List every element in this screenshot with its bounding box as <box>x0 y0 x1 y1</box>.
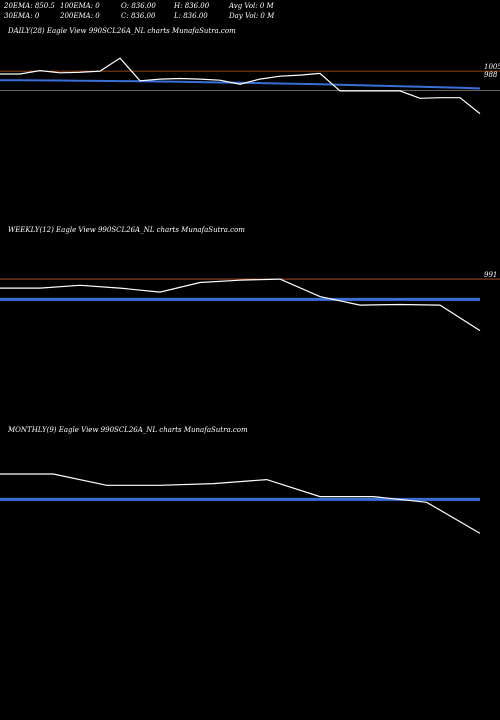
daily-price-line <box>0 57 481 115</box>
ema30-readout: 30EMA: 0 <box>4 12 40 20</box>
weekly-price-line <box>0 278 481 332</box>
low-readout: L: 836.00 <box>174 12 208 20</box>
monthly-price-line <box>0 473 481 534</box>
open-readout: O: 836.00 <box>121 2 156 10</box>
daily-ema-line <box>0 79 481 90</box>
weekly-ref-label: 991 <box>484 271 497 279</box>
ema200-readout: 200EMA: 0 <box>60 12 100 20</box>
daily-chart-title: DAILY(28) Eagle View 990SCL26A_NL charts… <box>8 27 236 35</box>
ema100-readout: 100EMA: 0 <box>60 2 100 10</box>
daily-ref-label-2: 988 <box>484 71 498 79</box>
ema20-readout: 20EMA: 850.5 <box>4 2 55 10</box>
daily-ref-label: 1005 <box>484 63 500 71</box>
high-readout: H: 836.00 <box>174 2 210 10</box>
close-readout: C: 836.00 <box>121 12 156 20</box>
avg-vol-readout: Avg Vol: 0 M <box>229 2 274 10</box>
weekly-chart-title: WEEKLY(12) Eagle View 990SCL26A_NL chart… <box>8 226 245 234</box>
monthly-chart-title: MONTHLY(9) Eagle View 990SCL26A_NL chart… <box>8 426 248 434</box>
day-vol-readout: Day Vol: 0 M <box>229 12 275 20</box>
